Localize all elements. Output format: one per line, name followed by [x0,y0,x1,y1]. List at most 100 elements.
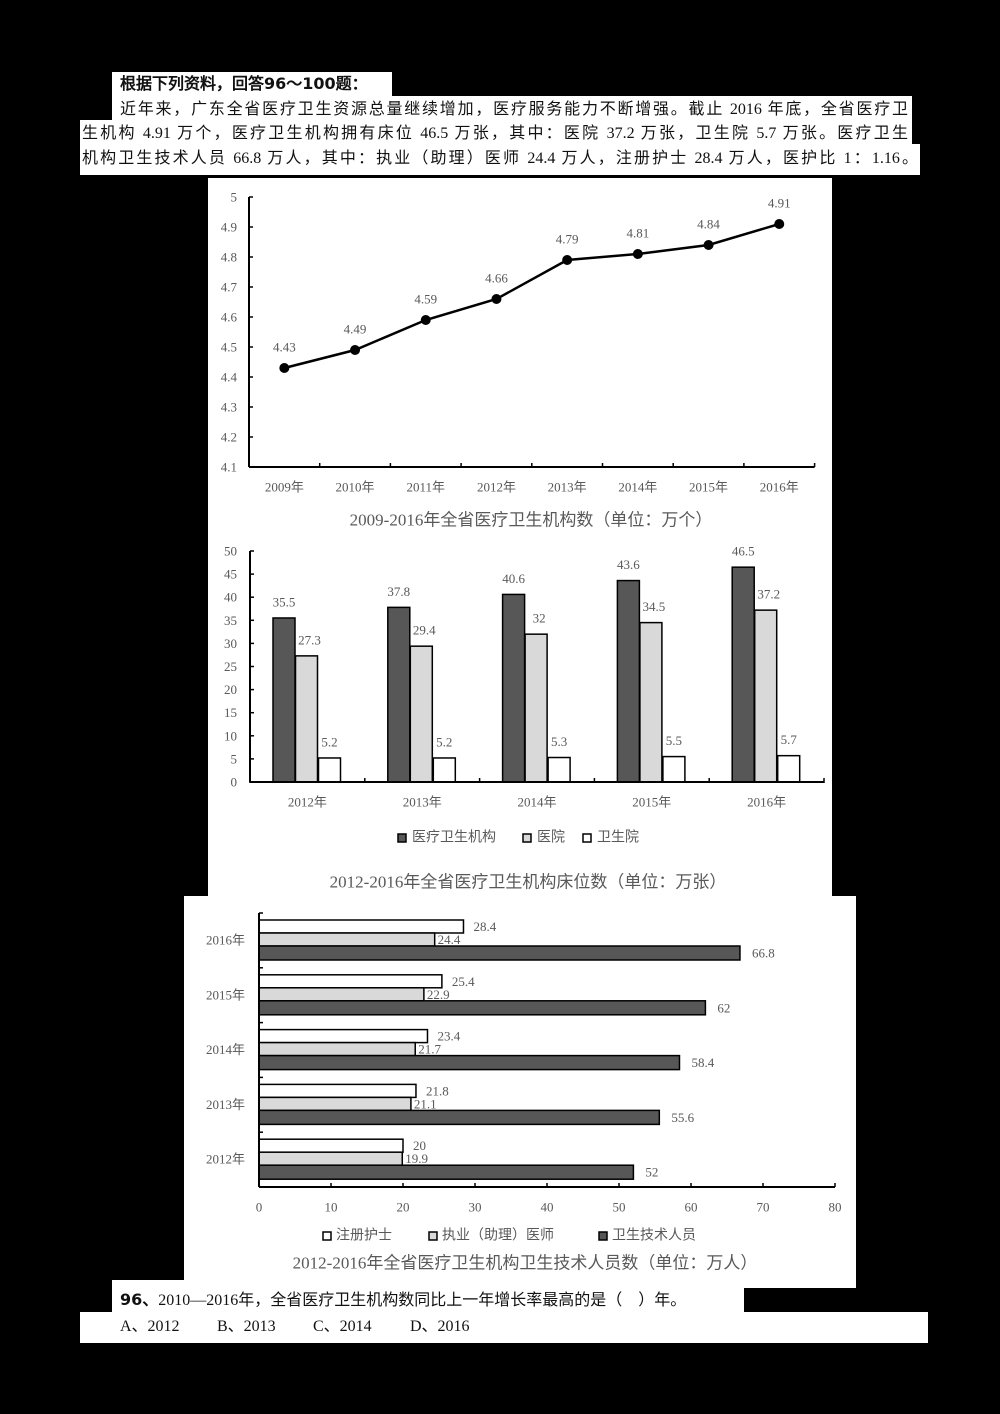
data-label: 4.43 [273,340,296,355]
x-tick-label: 2012年 [477,480,516,495]
y-tick-label: 4.4 [221,370,238,385]
chart-title: 2012-2016年全省医疗卫生机构床位数（单位：万张） [330,873,727,892]
data-label: 62 [717,1000,730,1015]
y-tick-label: 20 [224,682,237,697]
data-label: 4.49 [344,322,367,337]
data-label: 40.6 [502,571,525,586]
x-tick-label: 60 [685,1200,698,1215]
y-tick-label: 0 [231,775,238,790]
bar [258,1028,429,1044]
y-tick-label: 30 [224,636,237,651]
legend-item: 医院 [522,830,565,846]
bar [258,1096,412,1112]
option-d[interactable]: D、2016 [410,1318,470,1335]
question-text: 2010—2016年，全省医疗卫生机构数同比上一年增长率最高的是（ ）年。 [158,1292,687,1309]
data-label: 25.4 [452,974,475,989]
legend-label: 医疗卫生机构 [412,830,496,846]
y-tick-label: 35 [224,613,237,628]
y-tick-label: 45 [224,567,237,582]
x-tick-label: 2012年 [288,795,327,810]
bar [294,655,319,783]
y-tick-label: 10 [224,728,237,743]
data-label: 4.66 [485,271,508,286]
legend-item: 卫生院 [582,830,639,846]
data-label: 35.5 [273,594,296,609]
legend-swatch-icon [322,1231,332,1241]
legend-item: 医疗卫生机构 [397,830,496,846]
bar [616,579,641,783]
bar [776,754,801,783]
data-label: 37.8 [387,584,410,599]
data-label: 5.7 [781,732,798,747]
bar [639,621,663,783]
legend-swatch-icon [428,1231,438,1241]
bar [317,757,342,783]
x-tick-label: 2014年 [618,480,657,495]
legend-swatch-icon [397,833,407,843]
x-tick-label: 2016年 [747,795,786,810]
bar [387,606,411,783]
y-tick-label: 4.5 [221,340,237,355]
x-tick-label: 70 [757,1200,770,1215]
y-tick-label: 2014年 [206,1042,245,1057]
y-tick-label: 4.6 [221,310,238,325]
page-fragment [80,120,912,145]
x-tick-label: 2013年 [403,795,442,810]
data-label: 20 [413,1138,426,1153]
y-tick-label: 50 [224,544,237,559]
data-label: 5.3 [551,734,567,749]
bar [258,1054,681,1071]
data-label: 4.79 [556,232,579,247]
data-point [703,240,714,250]
x-tick-label: 20 [397,1200,410,1215]
data-label: 5.5 [666,733,682,748]
data-label: 34.5 [643,599,666,614]
x-tick-label: 2011年 [406,480,445,495]
passage-line: 生机构 4.91 万个，医疗卫生机构拥有床位 46.5 万张，其中：医院 37.… [82,125,908,142]
legend-label: 卫生院 [597,830,639,846]
data-label: 27.3 [298,632,321,647]
data-label: 55.6 [671,1110,694,1125]
bar [432,757,457,783]
x-tick-label: 10 [325,1200,338,1215]
bar [258,1151,404,1166]
bar [524,633,548,783]
option-a[interactable]: A、2012 [120,1318,180,1335]
bar [258,1000,707,1016]
x-tick-label: 50 [613,1200,626,1215]
y-tick-label: 4.9 [221,220,237,235]
legend-label: 医院 [537,830,565,846]
y-tick-label: 4.7 [221,280,238,295]
bar [753,609,778,783]
data-label: 21.7 [418,1042,441,1057]
x-tick-label: 2015年 [632,795,671,810]
staff-bar-chart: 2012年2019.9522013年21.821.155.62014年23.42… [206,912,842,1273]
bar [258,1164,635,1180]
x-tick-label: 0 [256,1200,263,1215]
data-label: 29.4 [413,623,436,638]
data-label: 5.2 [321,734,337,749]
data-point [420,315,431,325]
bar [258,1083,417,1099]
page-fragment [112,72,392,97]
y-tick-label: 4.3 [221,400,237,415]
question: 96、2010—2016年，全省医疗卫生机构数同比上一年增长率最高的是（ ）年。 [120,1288,740,1312]
y-tick-label: 4.2 [221,430,237,445]
bar [547,756,571,783]
bed-bar-chart: 0 5 10 15 20 25 30 35 40 45 50 35.5 37.8 40.6 43.6 46.5… [224,544,825,892]
y-tick-label: 40 [224,590,237,605]
x-tick-label: 80 [829,1200,842,1215]
y-tick-label: 25 [224,659,237,674]
bar [662,755,686,783]
data-label: 52 [645,1165,658,1180]
instruction-heading: 根据下列资料，回答96～100题： [120,74,368,93]
line-chart: 4.1 4.2 4.3 4.4 4.5 4.6 4.7 4.8 4.9 5 4.43 4.49 4.59… [221,190,816,530]
legend-label: 卫生技术人员 [612,1228,696,1244]
y-tick-label: 4.8 [221,250,237,265]
y-tick-label: 15 [224,705,237,720]
option-b[interactable]: B、2013 [217,1318,276,1335]
data-label: 66.8 [752,946,775,961]
x-tick-label: 2010年 [336,480,375,495]
option-c[interactable]: C、2014 [313,1318,372,1335]
bar [258,1109,661,1126]
